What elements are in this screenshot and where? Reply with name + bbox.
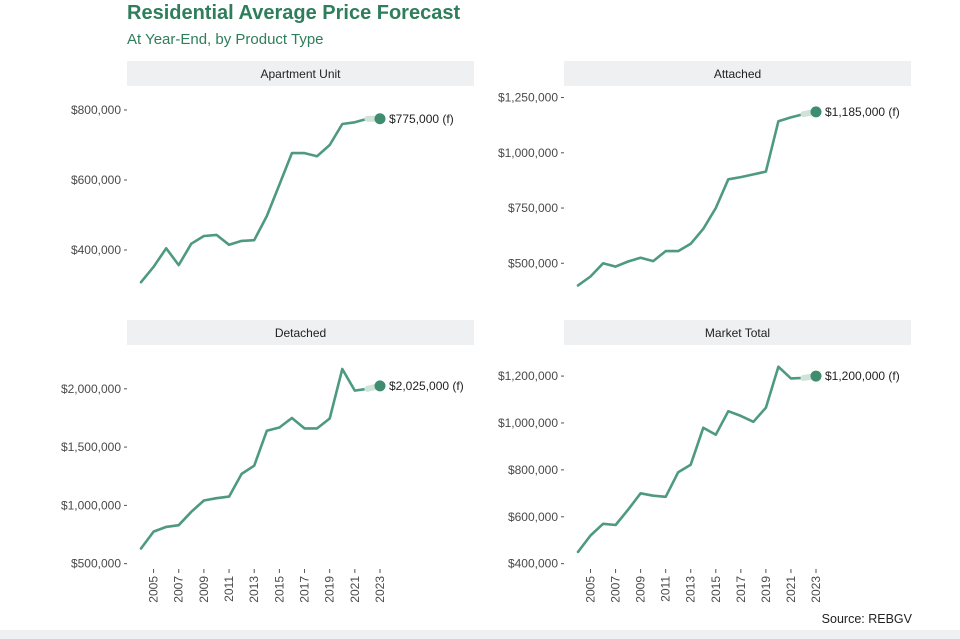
market-total-x-tick-label: 2017 [734,576,748,603]
market-total-strip [564,320,911,345]
market-total-series-line [576,365,805,554]
attached-y-tick-label: $1,000,000 [498,146,558,160]
detached-x-tick-label: 2007 [172,576,186,603]
detached-x-tick-label: 2005 [147,576,161,603]
chart-title: Residential Average Price Forecast [127,2,461,24]
market-total-x-tick-label: 2013 [684,576,698,603]
market-total-x-tick-label: 2005 [584,576,598,603]
market-total-y-tick-label: $600,000 [508,510,558,524]
market-total-y-tick-label: $400,000 [508,557,558,571]
detached-x-tick-label: 2023 [373,576,387,603]
apartment-unit-series-line [139,117,369,284]
detached-x-tick-label: 2013 [247,576,261,603]
market-total-x-tick-label: 2015 [709,576,723,603]
market-total-strip-label: Market Total [705,326,770,340]
detached-x-tick-label: 2017 [298,576,312,603]
apartment-unit-forecast-label: $775,000 (f) [389,112,454,126]
market-total-x-tick-label: 2007 [609,576,623,603]
market-total-x-tick-label: 2019 [759,576,773,603]
detached-x-tick-label: 2009 [197,576,211,603]
attached-strip-label: Attached [714,67,761,81]
market-total-y-tick-label: $1,000,000 [498,416,558,430]
detached-y-tick-label: $2,000,000 [61,382,121,396]
apartment-unit-strip-label: Apartment Unit [260,67,341,81]
detached-y-tick-label: $500,000 [71,557,121,571]
detached-forecast-label: $2,025,000 (f) [389,379,464,393]
detached-series-line [139,367,369,550]
detached-x-tick-label: 2019 [323,576,337,603]
market-total-forecast-point [810,370,822,382]
attached-strip [564,61,911,86]
attached-panel: Attached $500,000 $750,000 $1,000,000 $1,250… [498,61,911,287]
market-total-x-tick-label: 2009 [634,576,648,603]
market-total-forecast-label: $1,200,000 (f) [825,369,900,383]
attached-y-tick-label: $1,250,000 [498,91,558,105]
apartment-unit-y-tick-label: $400,000 [71,243,121,257]
attached-forecast-point [810,106,822,118]
source-note: Source: REBGV [821,612,912,626]
detached-x-tick-label: 2015 [272,576,286,603]
apartment-unit-y-tick-label: $800,000 [71,103,121,117]
detached-y-tick-label: $1,000,000 [61,498,121,512]
detached-x-tick-label: 2021 [348,576,362,603]
attached-y-tick-label: $500,000 [508,256,558,270]
detached-y-tick-label: $1,500,000 [61,440,121,454]
chart-subtitle: At Year-End, by Product Type [127,31,324,48]
market-total-y-tick-label: $800,000 [508,463,558,477]
attached-series-line [576,112,805,287]
bottom-edge-bar [0,630,960,639]
detached-forecast-point [374,380,386,392]
market-total-x-tick-label: 2021 [784,576,798,603]
apartment-unit-strip [127,61,474,86]
detached-strip [127,320,474,345]
detached-strip-label: Detached [275,326,326,340]
market-total-y-tick-label: $1,200,000 [498,369,558,383]
attached-y-tick-label: $750,000 [508,201,558,215]
market-total-x-tick-label: 2011 [659,576,673,602]
market-total-panel: Market Total $400,000 $600,000 $800,000 $1,0… [498,320,911,603]
apartment-unit-y-tick-label: $600,000 [71,173,121,187]
detached-panel: Detached $500,000 $1,000,000 $1,500,000 $2,0… [61,320,474,603]
apartment-unit-panel: Apartment Unit $400,000 $600,000 $800,000 $7… [71,61,474,284]
detached-x-tick-label: 2011 [222,576,236,602]
market-total-x-tick-label: 2023 [809,576,823,603]
attached-forecast-label: $1,185,000 (f) [825,105,900,119]
apartment-unit-forecast-point [374,113,386,125]
